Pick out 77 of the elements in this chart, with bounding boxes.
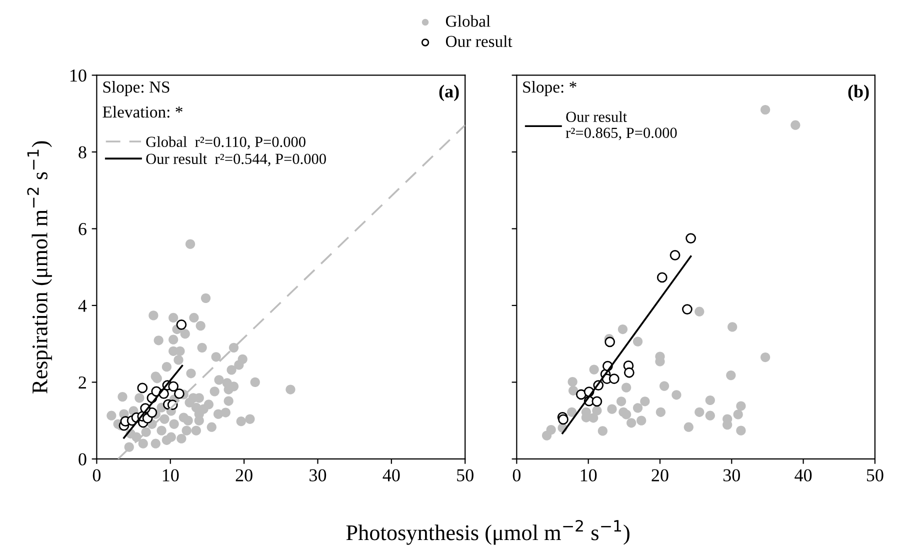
x-tick-label: 20 <box>652 469 668 482</box>
point <box>592 396 602 407</box>
point <box>624 367 634 378</box>
annotation: Elevation: * <box>102 106 182 118</box>
point <box>168 381 179 392</box>
x-tick-label: 30 <box>310 469 326 482</box>
point <box>622 410 632 420</box>
chart-title: (a) <box>439 84 459 102</box>
x-tick-label: 50 <box>457 469 474 482</box>
point <box>656 272 668 283</box>
x-tick-label: 20 <box>236 469 252 482</box>
x-tick-label: 40 <box>382 469 400 482</box>
annotation: Slope: NS <box>103 80 170 96</box>
x-tick-label: 30 <box>723 469 740 482</box>
point <box>546 424 556 435</box>
x-tick-label: 40 <box>794 469 812 482</box>
point <box>568 377 578 387</box>
point <box>598 426 608 436</box>
point <box>736 426 746 436</box>
y-tick-label: 10 <box>70 69 86 82</box>
point <box>176 319 187 330</box>
point <box>618 324 628 334</box>
x-tick-label: 0 <box>512 469 521 482</box>
point <box>670 250 680 260</box>
x-tick-label: 10 <box>580 469 597 482</box>
x-tick-label: 0 <box>92 469 101 482</box>
point <box>790 120 800 130</box>
point <box>589 364 599 374</box>
y-axis-title: Respiration (μmol m$^{−2}$ s$^{−1}$) <box>27 141 52 394</box>
point <box>694 306 704 316</box>
y-tick-label: 8 <box>78 146 86 158</box>
point <box>682 304 692 314</box>
point <box>736 401 746 411</box>
y-tick-label: 4 <box>78 300 87 312</box>
point <box>672 390 682 400</box>
point <box>558 414 568 425</box>
point <box>622 382 632 392</box>
point <box>137 382 148 394</box>
point <box>659 381 670 391</box>
point <box>760 352 770 362</box>
point <box>760 104 770 115</box>
legend-label: Global <box>446 15 490 27</box>
point <box>604 336 616 348</box>
point <box>174 388 184 399</box>
x-tick-label: 50 <box>866 469 884 482</box>
point <box>607 404 617 414</box>
point <box>632 336 643 346</box>
legend-label: Our result r²=0.865, P=0.000 <box>566 111 677 140</box>
point <box>726 370 736 380</box>
point <box>616 396 626 406</box>
legend-label: Our result <box>446 35 512 48</box>
legend-label: Our result r²=0.544, P=0.000 <box>146 153 326 166</box>
point <box>632 403 643 413</box>
point <box>636 416 646 426</box>
point <box>728 322 738 332</box>
point <box>733 410 743 420</box>
point <box>705 410 715 420</box>
point <box>567 407 577 417</box>
point <box>684 422 694 432</box>
point <box>592 406 602 416</box>
y-tick-label: 0 <box>78 453 86 466</box>
x-axis-title: Photosynthesis (μmol m$^{−2}$ s$^{−1}$) <box>346 520 630 545</box>
point <box>608 374 620 384</box>
chart-title: (b) <box>848 84 869 102</box>
point <box>686 233 696 244</box>
point <box>626 418 636 428</box>
point <box>705 395 715 406</box>
annotation: Slope: * <box>523 80 576 96</box>
point <box>568 386 578 396</box>
legend-label: Global r²=0.110, P=0.000 <box>146 136 306 150</box>
y-tick-label: 2 <box>78 376 86 388</box>
y-tick-label: 6 <box>78 223 86 236</box>
point <box>588 413 598 423</box>
point <box>640 396 650 406</box>
point <box>694 407 704 417</box>
point <box>656 407 666 417</box>
x-tick-label: 10 <box>162 469 179 482</box>
